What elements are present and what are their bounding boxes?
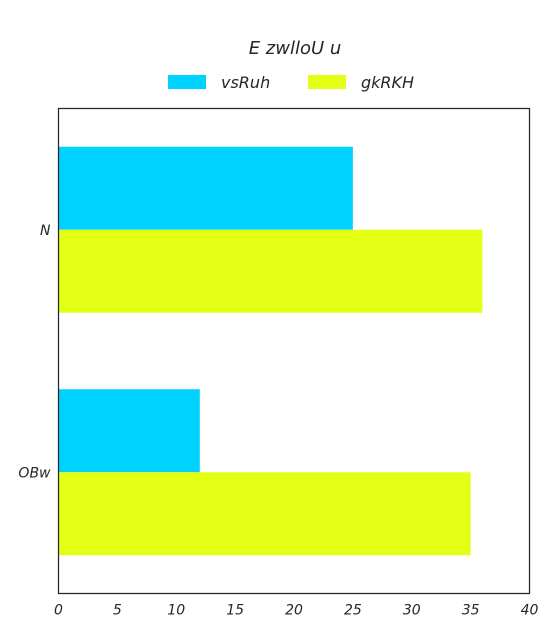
legend-swatch-gkRKH — [308, 75, 346, 89]
x-tick-label-5: 5 — [113, 603, 122, 619]
bar-gkRKH-N — [58, 229, 483, 313]
x-tick-label-20: 20 — [285, 603, 303, 619]
legend-label-gkRKH: gkRKH — [361, 73, 414, 92]
bar-vsRuh-N — [58, 146, 353, 230]
legend: vsRuh gkRKH — [168, 73, 414, 92]
bar-gkRKH-OBw — [58, 472, 471, 556]
y-tick-label-N: N — [40, 223, 51, 239]
legend-label-vsRuh: vsRuh — [221, 73, 270, 92]
bar-vsRuh-OBw — [58, 389, 200, 473]
x-tick-label-25: 25 — [344, 603, 362, 619]
x-tick-label-15: 15 — [226, 603, 244, 619]
bars — [58, 146, 483, 556]
legend-swatch-vsRuh — [168, 75, 206, 89]
x-tick-label-10: 10 — [167, 603, 185, 619]
x-tick-label-35: 35 — [462, 603, 480, 619]
chart-title: E zwlloU u — [249, 38, 342, 59]
plot-frame — [57, 107, 531, 595]
x-tick-label-30: 30 — [403, 603, 421, 619]
y-tick-label-OBw: OBw — [18, 465, 51, 481]
y-tick-labels: N OBw — [18, 223, 51, 482]
x-tick-label-40: 40 — [521, 603, 539, 619]
x-tick-label-0: 0 — [54, 603, 63, 619]
x-tick-labels: 0 5 10 15 20 25 30 35 40 — [54, 603, 538, 619]
